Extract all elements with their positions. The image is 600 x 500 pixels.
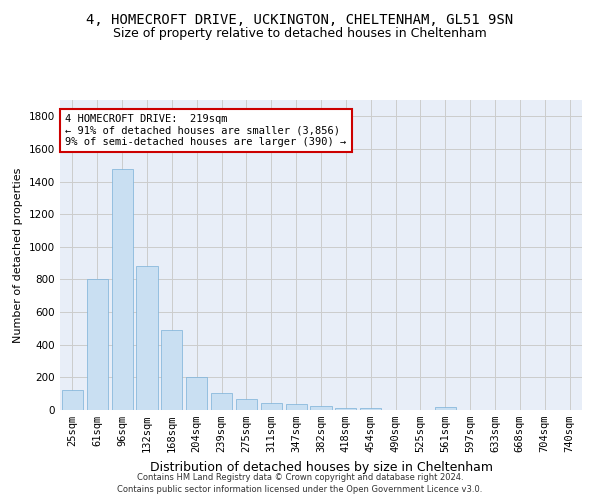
Text: Contains public sector information licensed under the Open Government Licence v3: Contains public sector information licen… [118, 484, 482, 494]
Bar [435, 406, 456, 410]
Bar [112, 168, 133, 410]
Bar [211, 393, 232, 410]
Text: Contains HM Land Registry data © Crown copyright and database right 2024.: Contains HM Land Registry data © Crown c… [137, 473, 463, 482]
Text: 4, HOMECROFT DRIVE, UCKINGTON, CHELTENHAM, GL51 9SN: 4, HOMECROFT DRIVE, UCKINGTON, CHELTENHA… [86, 12, 514, 26]
Bar [335, 408, 356, 410]
Bar [87, 280, 108, 410]
Bar [261, 404, 282, 410]
Bar [310, 406, 332, 410]
Bar [62, 390, 83, 410]
Bar [186, 376, 207, 410]
Bar [161, 330, 182, 410]
Y-axis label: Number of detached properties: Number of detached properties [13, 168, 23, 342]
Bar [360, 408, 381, 410]
Bar [236, 400, 257, 410]
Text: 4 HOMECROFT DRIVE:  219sqm
← 91% of detached houses are smaller (3,856)
9% of se: 4 HOMECROFT DRIVE: 219sqm ← 91% of detac… [65, 114, 346, 147]
X-axis label: Distribution of detached houses by size in Cheltenham: Distribution of detached houses by size … [149, 460, 493, 473]
Bar [136, 266, 158, 410]
Bar [286, 404, 307, 410]
Text: Size of property relative to detached houses in Cheltenham: Size of property relative to detached ho… [113, 28, 487, 40]
